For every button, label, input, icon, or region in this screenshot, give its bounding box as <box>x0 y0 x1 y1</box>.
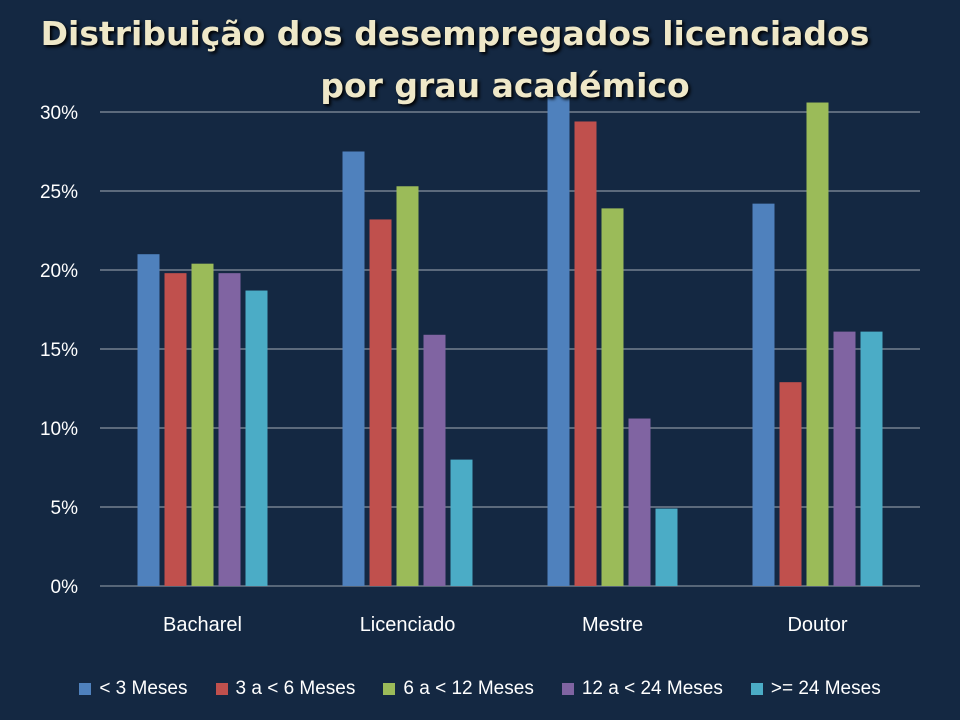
bar <box>450 459 473 586</box>
chart-title-line-1: Distribuição dos desempregados licenciad… <box>40 14 870 53</box>
bar <box>137 254 160 586</box>
y-tick-label: 15% <box>40 340 78 361</box>
legend-label: 12 a < 24 Meses <box>581 678 723 699</box>
y-tick-label: 5% <box>51 498 79 519</box>
legend-item: 12 a < 24 Meses <box>561 678 723 700</box>
legend-swatch <box>215 683 228 695</box>
bar <box>779 382 802 586</box>
y-tick-label: 0% <box>51 577 79 598</box>
chart-title: Distribuição dos desempregados licenciad… <box>0 8 960 112</box>
bar <box>833 331 856 586</box>
legend-label: < 3 Meses <box>99 678 188 699</box>
bar <box>218 273 241 586</box>
x-category-label: Doutor <box>787 614 847 636</box>
bar <box>601 208 624 586</box>
legend-label: 6 a < 12 Meses <box>403 678 534 699</box>
legend-swatch <box>79 683 92 695</box>
legend: < 3 Meses 3 a < 6 Meses 6 a < 12 Meses 12 a… <box>0 678 960 700</box>
chart-title-line-2: por grau académico <box>320 66 690 105</box>
x-axis-category-labels: Bacharel Licenciado Mestre Doutor <box>163 614 848 636</box>
y-tick-label: 25% <box>40 182 78 203</box>
bar <box>396 186 419 586</box>
bar <box>655 508 678 586</box>
bar <box>423 334 446 586</box>
legend-label: 3 a < 6 Meses <box>235 678 356 699</box>
bar <box>752 203 775 586</box>
legend-label: >= 24 Meses <box>770 678 881 699</box>
bar <box>547 96 570 586</box>
legend-swatch <box>383 683 396 695</box>
legend-item: 3 a < 6 Meses <box>215 678 356 700</box>
bar <box>860 331 883 586</box>
y-tick-label: 10% <box>40 419 78 440</box>
legend-item: 6 a < 12 Meses <box>383 678 534 700</box>
bar <box>342 151 365 586</box>
legend-item: >= 24 Meses <box>750 678 881 700</box>
legend-item: < 3 Meses <box>79 678 188 700</box>
bar <box>191 263 214 586</box>
bar <box>806 102 829 587</box>
y-axis-tick-labels: 0% 5% 10% 15% 20% 25% 30% <box>40 103 78 598</box>
bar <box>164 273 187 586</box>
bar <box>628 418 651 586</box>
x-category-label: Bacharel <box>163 614 242 636</box>
bar <box>369 219 392 586</box>
bars <box>137 96 883 587</box>
bar <box>245 290 268 586</box>
legend-swatch <box>750 683 763 695</box>
legend-swatch <box>561 683 574 695</box>
bar <box>574 121 597 586</box>
x-category-label: Mestre <box>582 614 643 636</box>
x-category-label: Licenciado <box>360 614 456 636</box>
y-tick-label: 30% <box>40 103 78 124</box>
y-tick-label: 20% <box>40 261 78 282</box>
